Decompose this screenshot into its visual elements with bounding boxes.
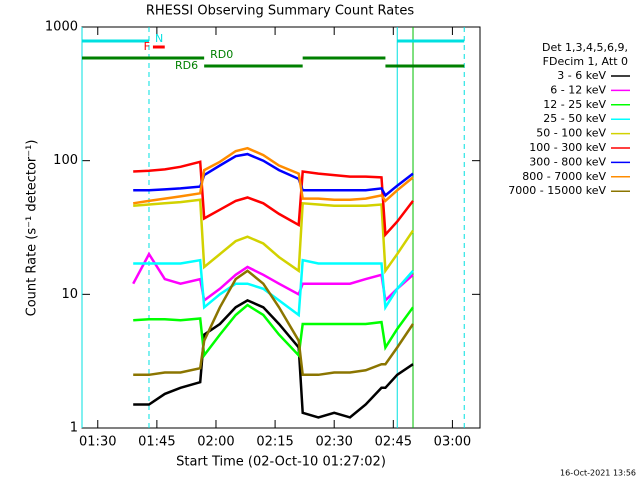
legend-label: 100 - 300 keV xyxy=(529,141,606,154)
series-line xyxy=(133,146,414,205)
chart-title: RHESSI Observing Summary Count Rates xyxy=(146,4,415,19)
x-tick-label: 02:00 xyxy=(197,435,234,450)
legend-label: 50 - 100 keV xyxy=(536,127,606,140)
flag-label: RD6 xyxy=(175,59,198,72)
series-line xyxy=(133,160,414,238)
x-tick-label: 02:15 xyxy=(256,435,293,450)
series-line xyxy=(132,251,414,304)
series-line xyxy=(133,198,415,275)
legend-label: 6 - 12 keV xyxy=(550,83,606,96)
plot-frame xyxy=(81,26,481,429)
legend-title: Det 1,3,4,5,6,9, xyxy=(542,41,628,54)
legend-title: FDecim 1, Att 0 xyxy=(543,55,628,68)
flag-label: N xyxy=(155,32,163,45)
y-tick-label: 1 xyxy=(70,421,78,436)
series-line xyxy=(133,258,414,318)
x-tick-label: 02:45 xyxy=(375,435,412,450)
legend-label: 12 - 25 keV xyxy=(543,98,606,111)
x-tick-label: 02:30 xyxy=(315,435,352,450)
y-tick-label: 100 xyxy=(53,153,78,168)
y-tick-label: 1000 xyxy=(45,20,78,35)
legend-label: 7000 - 15000 keV xyxy=(508,184,606,197)
x-tick-label: 01:45 xyxy=(138,435,175,450)
x-tick-label: 01:30 xyxy=(79,435,116,450)
footer: 16-Oct-2021 13:56 xyxy=(560,469,636,478)
series-line xyxy=(133,303,415,359)
flag-label: RD0 xyxy=(210,48,233,61)
flag-label: F xyxy=(144,40,150,53)
y-tick-label: 10 xyxy=(61,287,78,302)
x-tick-label: 03:00 xyxy=(434,435,471,450)
series-line xyxy=(133,299,414,419)
series-line xyxy=(133,269,415,377)
x-axis-label: Start Time (02-Oct-10 01:27:02) xyxy=(176,455,386,470)
legend-label: 800 - 7000 keV xyxy=(522,170,606,183)
y-axis-label: Count Rate (s⁻¹ detector⁻¹) xyxy=(25,140,40,317)
series-line xyxy=(133,152,414,198)
legend-label: 25 - 50 keV xyxy=(543,112,606,125)
legend-label: 300 - 800 keV xyxy=(529,155,606,168)
legend-label: 3 - 6 keV xyxy=(557,69,606,82)
